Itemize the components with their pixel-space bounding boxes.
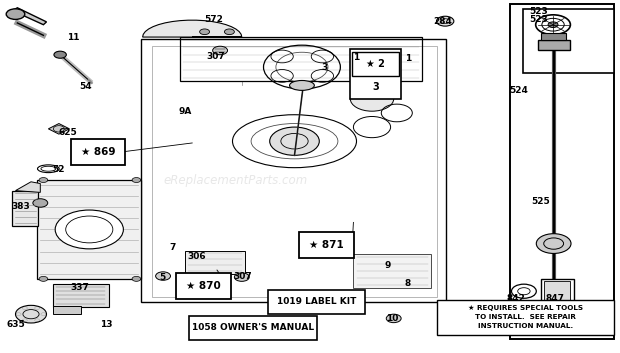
Circle shape: [132, 276, 141, 281]
Text: ★ 2: ★ 2: [366, 59, 385, 69]
Text: 10: 10: [386, 314, 398, 323]
Circle shape: [200, 29, 210, 35]
Text: TO INSTALL.  SEE REPAIR: TO INSTALL. SEE REPAIR: [476, 314, 576, 320]
Circle shape: [6, 9, 25, 19]
Polygon shape: [353, 254, 431, 288]
FancyBboxPatch shape: [299, 232, 354, 258]
Circle shape: [55, 210, 123, 249]
FancyBboxPatch shape: [189, 316, 317, 340]
Text: 383: 383: [12, 202, 30, 211]
Text: eReplacementParts.com: eReplacementParts.com: [164, 174, 308, 186]
Text: 337: 337: [70, 283, 89, 292]
Text: ★ 871: ★ 871: [309, 240, 344, 250]
Bar: [538, 40, 570, 50]
Polygon shape: [143, 20, 242, 37]
Text: 1: 1: [405, 54, 412, 63]
Text: 523: 523: [529, 15, 547, 24]
Polygon shape: [12, 8, 46, 25]
Circle shape: [536, 234, 571, 253]
Text: 523: 523: [529, 7, 547, 16]
Text: 524: 524: [509, 85, 528, 95]
Bar: [544, 281, 570, 303]
Text: 842: 842: [507, 294, 525, 303]
Circle shape: [39, 276, 48, 281]
Bar: [510, 4, 614, 339]
Text: ★ REQUIRES SPECIAL TOOLS: ★ REQUIRES SPECIAL TOOLS: [468, 305, 583, 311]
Circle shape: [33, 199, 48, 207]
Text: 3: 3: [322, 63, 328, 72]
FancyBboxPatch shape: [71, 139, 125, 165]
Circle shape: [132, 178, 141, 183]
Text: 572: 572: [205, 15, 223, 24]
Bar: [541, 279, 574, 305]
Text: 635: 635: [7, 319, 25, 329]
Bar: [523, 9, 614, 73]
Text: 54: 54: [79, 82, 92, 91]
Text: 307: 307: [234, 271, 252, 281]
Polygon shape: [48, 124, 69, 134]
Text: 52: 52: [53, 165, 65, 174]
Bar: [350, 49, 401, 99]
Text: 1: 1: [353, 53, 360, 62]
Text: ★ 870: ★ 870: [186, 281, 221, 291]
Bar: [352, 52, 399, 76]
Text: 3: 3: [373, 82, 379, 92]
Circle shape: [213, 46, 228, 55]
Text: ★ 869: ★ 869: [81, 147, 115, 157]
Polygon shape: [16, 182, 40, 192]
Bar: [541, 33, 566, 40]
Text: 7: 7: [169, 243, 175, 252]
Circle shape: [156, 272, 171, 280]
Text: 5: 5: [159, 273, 166, 282]
Text: 307: 307: [206, 52, 225, 61]
Polygon shape: [12, 191, 38, 226]
Text: 13: 13: [100, 319, 113, 329]
FancyBboxPatch shape: [437, 300, 614, 335]
Text: 284: 284: [433, 17, 452, 26]
Polygon shape: [53, 284, 108, 307]
Polygon shape: [53, 306, 81, 314]
Polygon shape: [37, 180, 141, 279]
Text: 9: 9: [384, 261, 391, 270]
Circle shape: [548, 22, 558, 28]
Text: 525: 525: [531, 197, 550, 206]
Text: 306: 306: [188, 252, 206, 262]
Text: 1058 OWNER'S MANUAL: 1058 OWNER'S MANUAL: [192, 323, 314, 332]
Circle shape: [224, 29, 234, 35]
Text: 847: 847: [546, 294, 564, 303]
Circle shape: [270, 127, 319, 155]
Text: 9A: 9A: [178, 107, 192, 116]
Text: 8: 8: [405, 279, 411, 288]
FancyBboxPatch shape: [176, 273, 231, 299]
Text: 1019 LABEL KIT: 1019 LABEL KIT: [277, 297, 356, 306]
Text: 625: 625: [59, 128, 78, 137]
Circle shape: [436, 16, 454, 26]
Ellipse shape: [290, 80, 314, 90]
FancyBboxPatch shape: [268, 290, 365, 314]
Circle shape: [54, 51, 66, 58]
Polygon shape: [185, 251, 245, 274]
Circle shape: [234, 273, 249, 281]
Text: INSTRUCTION MANUAL.: INSTRUCTION MANUAL.: [478, 323, 574, 329]
Text: 11: 11: [67, 32, 79, 42]
Circle shape: [350, 86, 394, 111]
Circle shape: [16, 305, 46, 323]
Circle shape: [386, 314, 401, 323]
Circle shape: [39, 178, 48, 183]
